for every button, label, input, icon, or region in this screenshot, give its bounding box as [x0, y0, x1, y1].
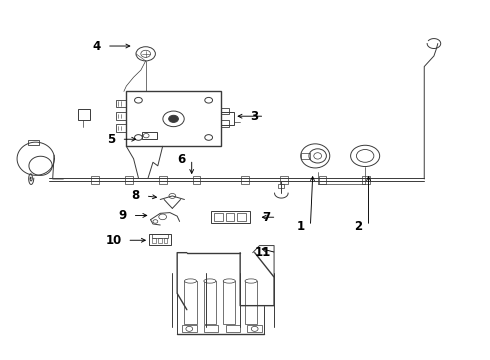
Bar	[142, 132, 157, 139]
Bar	[151, 234, 169, 238]
Circle shape	[169, 115, 178, 122]
Text: 11: 11	[254, 246, 270, 259]
Bar	[193, 176, 200, 184]
Text: 1: 1	[296, 220, 305, 233]
Text: 5: 5	[107, 133, 116, 146]
Bar	[280, 176, 288, 184]
Bar	[225, 213, 234, 221]
Bar	[247, 325, 262, 332]
Text: 3: 3	[250, 110, 259, 123]
Bar	[237, 213, 246, 221]
Ellipse shape	[204, 279, 216, 283]
Bar	[91, 176, 98, 184]
Bar	[152, 238, 156, 243]
Bar	[164, 238, 168, 243]
Bar	[149, 234, 171, 244]
Bar	[116, 100, 126, 107]
Bar	[78, 109, 90, 120]
Text: 6: 6	[178, 153, 186, 166]
Bar	[214, 213, 223, 221]
Bar	[158, 238, 162, 243]
Ellipse shape	[223, 279, 235, 283]
Bar	[362, 176, 370, 184]
Bar	[225, 325, 240, 332]
Bar	[278, 184, 284, 188]
Text: 10: 10	[105, 234, 122, 247]
Bar	[126, 91, 221, 146]
Bar	[301, 153, 310, 159]
Bar	[211, 211, 250, 223]
Text: 9: 9	[119, 209, 127, 222]
Bar	[221, 121, 229, 127]
Bar	[182, 325, 196, 332]
Bar	[116, 112, 126, 120]
Text: 4: 4	[93, 40, 101, 53]
Ellipse shape	[184, 279, 196, 283]
Ellipse shape	[245, 279, 257, 283]
Bar	[116, 124, 126, 132]
Bar	[125, 176, 133, 184]
Bar	[159, 176, 167, 184]
Bar	[221, 108, 229, 114]
Bar	[241, 176, 249, 184]
Bar	[204, 281, 216, 324]
Bar	[318, 176, 326, 184]
Text: 2: 2	[355, 220, 363, 233]
Bar	[245, 281, 257, 324]
Bar	[184, 281, 196, 324]
Bar	[28, 140, 39, 145]
Bar	[204, 325, 219, 332]
Text: 7: 7	[263, 211, 270, 224]
Bar	[221, 112, 234, 125]
Bar	[223, 281, 235, 324]
Text: 8: 8	[132, 189, 140, 202]
